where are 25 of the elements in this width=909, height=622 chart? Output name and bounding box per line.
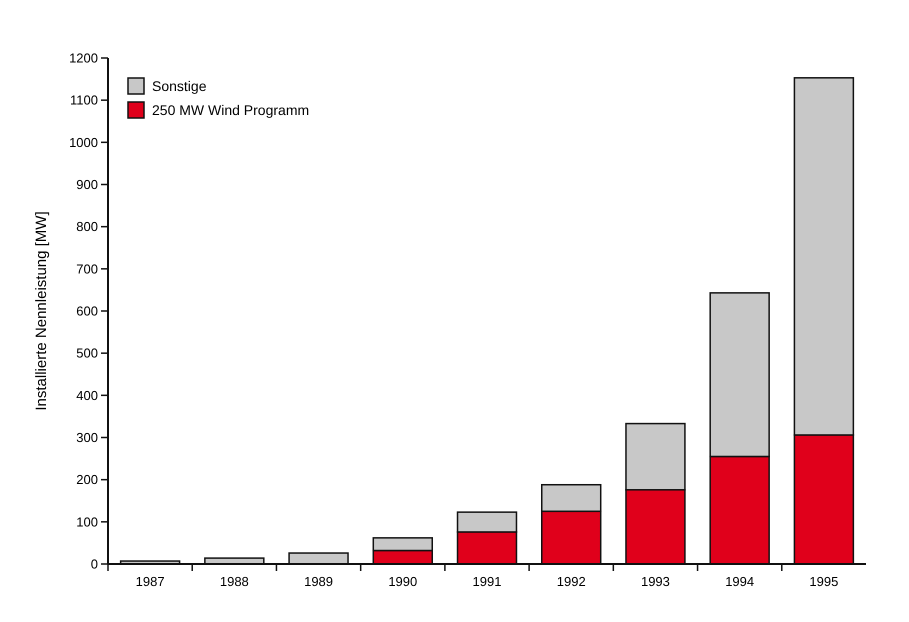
y-tick-label: 1000 — [69, 134, 98, 150]
y-tick-label: 1100 — [70, 92, 98, 108]
y-tick-label: 500 — [76, 346, 98, 361]
x-tick-label: 1989 — [304, 574, 334, 589]
x-tick-label: 1988 — [220, 574, 249, 589]
y-tick-label: 600 — [76, 304, 98, 319]
y-axis-title: Installierte Nennleistung [MW] — [33, 211, 50, 411]
x-tick-label: 1994 — [725, 574, 754, 589]
legend-label: 250 MW Wind Programm — [152, 102, 310, 118]
x-tick-label: 1990 — [388, 574, 418, 589]
x-tick-label: 1992 — [556, 574, 586, 589]
y-tick-label: 400 — [76, 388, 98, 403]
x-tick-label: 1991 — [472, 574, 502, 589]
y-tick-label: 100 — [76, 514, 98, 530]
legend-label: Sonstige — [152, 78, 207, 94]
y-tick-label: 0 — [90, 556, 98, 572]
y-tick-label: 300 — [76, 430, 98, 446]
x-tick-label: 1993 — [640, 574, 670, 589]
y-tick-label: 800 — [76, 219, 98, 234]
y-tick-label: 200 — [76, 472, 98, 488]
x-tick-label: 1995 — [809, 574, 838, 589]
x-tick-label: 1987 — [136, 574, 165, 589]
y-tick-label: 1200 — [69, 50, 98, 66]
y-tick-label: 900 — [76, 177, 98, 192]
y-tick-label: 700 — [76, 261, 98, 276]
